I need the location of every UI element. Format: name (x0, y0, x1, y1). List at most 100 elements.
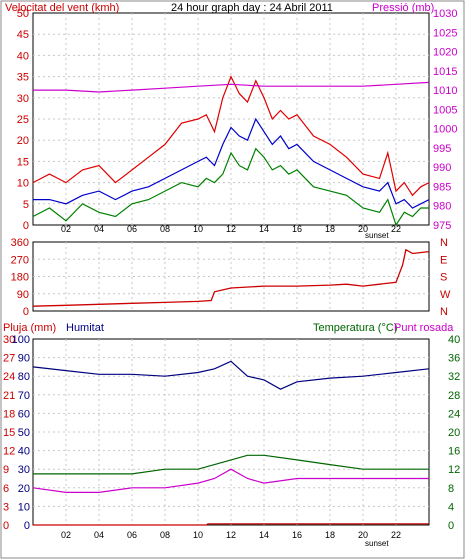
rain-y-tick-label: 6 (3, 483, 9, 495)
x-tick-label: 02 (61, 224, 71, 234)
humidity-temp-panel: 0369121518212427300102030405060708090100… (3, 322, 460, 548)
temperature-y-tick-label: 20 (448, 427, 460, 439)
x-tick-label: 18 (325, 530, 335, 540)
x-tick-label: 18 (325, 224, 335, 234)
humidity-y-tick-label: 50 (18, 427, 30, 439)
direction-y-tick-label: 360 (11, 237, 29, 249)
x-tick-label: 04 (94, 224, 104, 234)
humidity-y-tick-label: 20 (18, 483, 30, 495)
rain-line (33, 523, 429, 526)
temperature-line (33, 454, 429, 475)
direction-line (32, 248, 430, 307)
wind-y-tick-label: 20 (17, 135, 29, 147)
sunset-label: sunset (365, 231, 389, 240)
pressure-y-tick-label: 1005 (433, 104, 457, 116)
pressure-line (33, 81, 430, 93)
compass-label: N (440, 237, 448, 249)
x-tick-label: 22 (391, 224, 401, 234)
rain-y-tick-label: 15 (3, 427, 15, 439)
rain-y-tick-label: 18 (3, 408, 15, 420)
temperature-y-tick-label: 4 (448, 501, 454, 513)
wind-series (32, 75, 430, 227)
temperature-y-tick-label: 36 (448, 353, 460, 365)
x-tick-label: 12 (226, 530, 236, 540)
rain-axis-label: Pluja (mm) (3, 322, 56, 334)
direction-y-tick-label: 180 (11, 272, 29, 284)
pressure-y-tick-label: 1030 (433, 8, 457, 20)
x-tick-label: 08 (160, 224, 170, 234)
humidity-y-tick-label: 60 (18, 408, 30, 420)
humidity-y-tick-label: 40 (18, 446, 30, 458)
direction-series (32, 248, 430, 307)
direction-grid (33, 242, 429, 311)
x-tick-label: 10 (193, 224, 203, 234)
rain-y-tick-label: 30 (3, 334, 15, 346)
humidity-line (32, 360, 430, 390)
temperature-y-tick-label: 16 (448, 446, 460, 458)
humidity-tick-labels: 0369121518212427300102030405060708090100… (3, 334, 460, 540)
pressure-y-tick-label: 975 (433, 220, 451, 232)
x-tick-label: 14 (259, 530, 269, 540)
wind-panel: 0510152025303540455097598098599099510001… (5, 2, 457, 240)
dew-line (32, 468, 429, 493)
pressure-y-tick-label: 985 (433, 181, 451, 193)
wind-y-tick-label: 40 (17, 50, 29, 62)
x-tick-label: 16 (292, 530, 302, 540)
x-tick-label: 04 (94, 530, 104, 540)
rain-y-tick-label: 3 (3, 501, 9, 513)
temperature-y-tick-label: 40 (448, 334, 460, 346)
humidity-y-tick-label: 0 (24, 520, 30, 532)
x-tick-label: 12 (226, 224, 236, 234)
wind-y-tick-label: 35 (17, 72, 29, 84)
rain-y-tick-label: 24 (3, 371, 15, 383)
chart-title: 24 hour graph day : 24 Abril 2011 (171, 2, 333, 14)
wind_avg-line (33, 117, 430, 209)
gust-line (32, 75, 430, 197)
x-tick-label: 06 (127, 530, 137, 540)
humidity-y-tick-label: 30 (18, 464, 30, 476)
wind-y-tick-label: 50 (17, 8, 29, 20)
pressure-y-tick-label: 1025 (433, 27, 457, 39)
x-tick-label: 20 (358, 224, 368, 234)
compass-label: W (440, 289, 451, 301)
x-tick-label: 20 (358, 530, 368, 540)
wind_speed-line (32, 147, 429, 227)
compass-label: S (440, 272, 447, 284)
wind-y-tick-label: 5 (23, 199, 29, 211)
temperature-y-tick-label: 28 (448, 390, 460, 402)
x-tick-label: 16 (292, 224, 302, 234)
wind-axis-label: Velocitat del vent (kmh) (5, 2, 119, 14)
pressure-y-tick-label: 1000 (433, 124, 457, 136)
wind-y-tick-label: 45 (17, 29, 29, 41)
humidity-y-tick-label: 90 (18, 353, 30, 365)
x-tick-label: 06 (127, 224, 137, 234)
humidity-series (32, 360, 430, 526)
pressure-y-tick-label: 980 (433, 201, 451, 213)
rain-y-tick-label: 9 (3, 464, 9, 476)
x-tick-label: 14 (259, 224, 269, 234)
wind-y-tick-label: 30 (17, 93, 29, 105)
wind-grid (33, 13, 429, 225)
rain-y-tick-label: 27 (3, 353, 15, 365)
pressure-y-tick-label: 995 (433, 143, 451, 155)
direction-y-tick-label: 90 (17, 289, 29, 301)
x-tick-label: 10 (193, 530, 203, 540)
temperature-y-tick-label: 24 (448, 408, 460, 420)
rain-y-tick-label: 12 (3, 446, 15, 458)
pressure-y-tick-label: 1010 (433, 85, 457, 97)
x-tick-label: 22 (391, 530, 401, 540)
temperature-y-tick-label: 12 (448, 464, 460, 476)
compass-label: E (440, 254, 447, 266)
humidity-y-tick-label: 70 (18, 390, 30, 402)
wind-y-tick-label: 0 (23, 220, 29, 232)
temperature-y-tick-label: 32 (448, 371, 460, 383)
temperature-y-tick-label: 0 (448, 520, 454, 532)
x-tick-label: 02 (61, 530, 71, 540)
pressure-y-tick-label: 1015 (433, 66, 457, 78)
humidity-y-tick-label: 80 (18, 371, 30, 383)
wind-y-tick-label: 15 (17, 156, 29, 168)
